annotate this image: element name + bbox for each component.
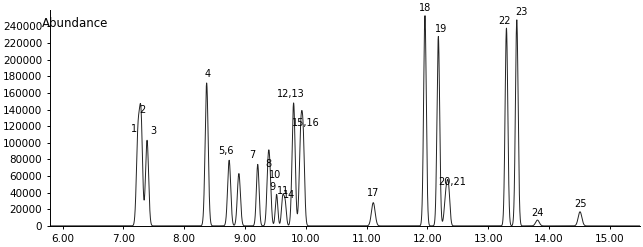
- Text: 25: 25: [574, 199, 586, 209]
- Text: 4: 4: [205, 69, 211, 79]
- Text: 11: 11: [276, 186, 289, 196]
- Text: 2: 2: [139, 105, 145, 115]
- Text: 7: 7: [249, 150, 255, 160]
- Text: 3: 3: [150, 126, 156, 136]
- Text: 1: 1: [131, 124, 137, 134]
- Text: 18: 18: [419, 3, 431, 13]
- Text: 24: 24: [531, 207, 543, 218]
- Text: 9: 9: [270, 182, 276, 192]
- Text: 23: 23: [516, 7, 528, 17]
- Text: 20,21: 20,21: [439, 177, 466, 187]
- Text: 14: 14: [283, 190, 295, 200]
- Text: 22: 22: [498, 16, 511, 26]
- Text: 10: 10: [269, 170, 281, 180]
- Text: 5,6: 5,6: [219, 146, 234, 156]
- Text: 17: 17: [367, 188, 379, 199]
- Text: 12,13: 12,13: [276, 89, 304, 99]
- Text: Abundance: Abundance: [42, 17, 108, 30]
- Text: 19: 19: [435, 24, 448, 34]
- Text: 15,16: 15,16: [292, 118, 320, 128]
- Text: 8: 8: [265, 159, 271, 169]
